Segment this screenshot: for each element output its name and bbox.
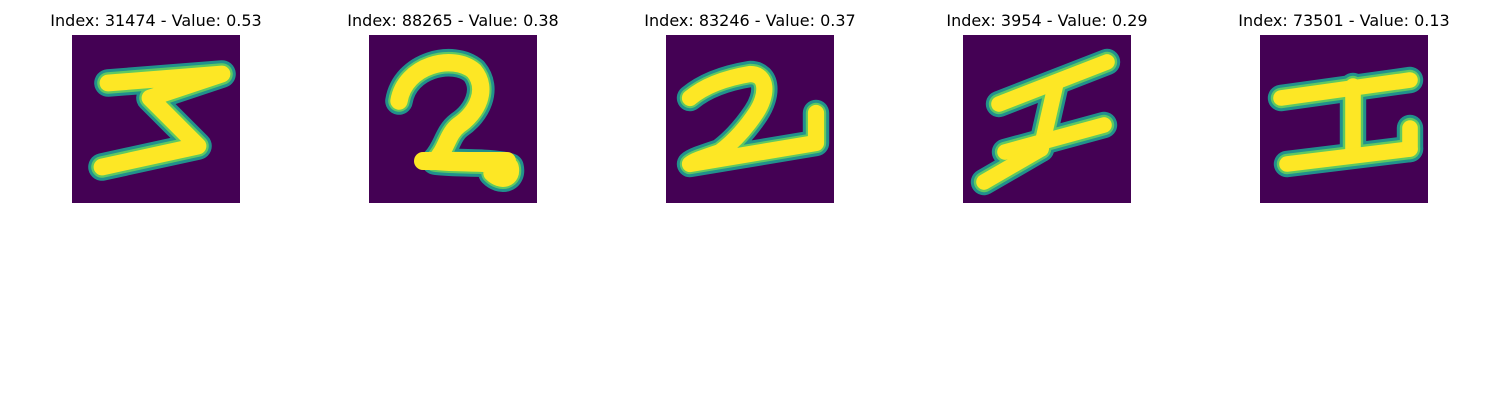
panel-title: Index: 73501 - Value: 0.13 [1238, 11, 1450, 30]
digit-image [369, 35, 537, 203]
digit-image [72, 35, 240, 203]
panel-title: Index: 3954 - Value: 0.29 [946, 11, 1148, 30]
digit-5-glyph [88, 60, 236, 181]
letter-I-glyph [970, 48, 1121, 196]
image-panel-4: Index: 3954 - Value: 0.29 [897, 0, 1197, 210]
digit-2-glyph [676, 60, 830, 178]
digit-image [666, 35, 834, 203]
letter-image [1260, 35, 1428, 203]
image-panel-3: Index: 83246 - Value: 0.37 [600, 0, 900, 210]
image-panel-2: Index: 88265 - Value: 0.38 [303, 0, 603, 210]
panel-title: Index: 88265 - Value: 0.38 [347, 11, 559, 30]
image-panel-1: Index: 31474 - Value: 0.53 [6, 0, 306, 210]
letter-I-glyph [1267, 66, 1424, 178]
panel-title: Index: 83246 - Value: 0.37 [644, 11, 856, 30]
letter-image [963, 35, 1131, 203]
image-panel-5: Index: 73501 - Value: 0.13 [1194, 0, 1494, 210]
digit-2-glyph [385, 49, 525, 192]
panel-title: Index: 31474 - Value: 0.53 [50, 11, 262, 30]
